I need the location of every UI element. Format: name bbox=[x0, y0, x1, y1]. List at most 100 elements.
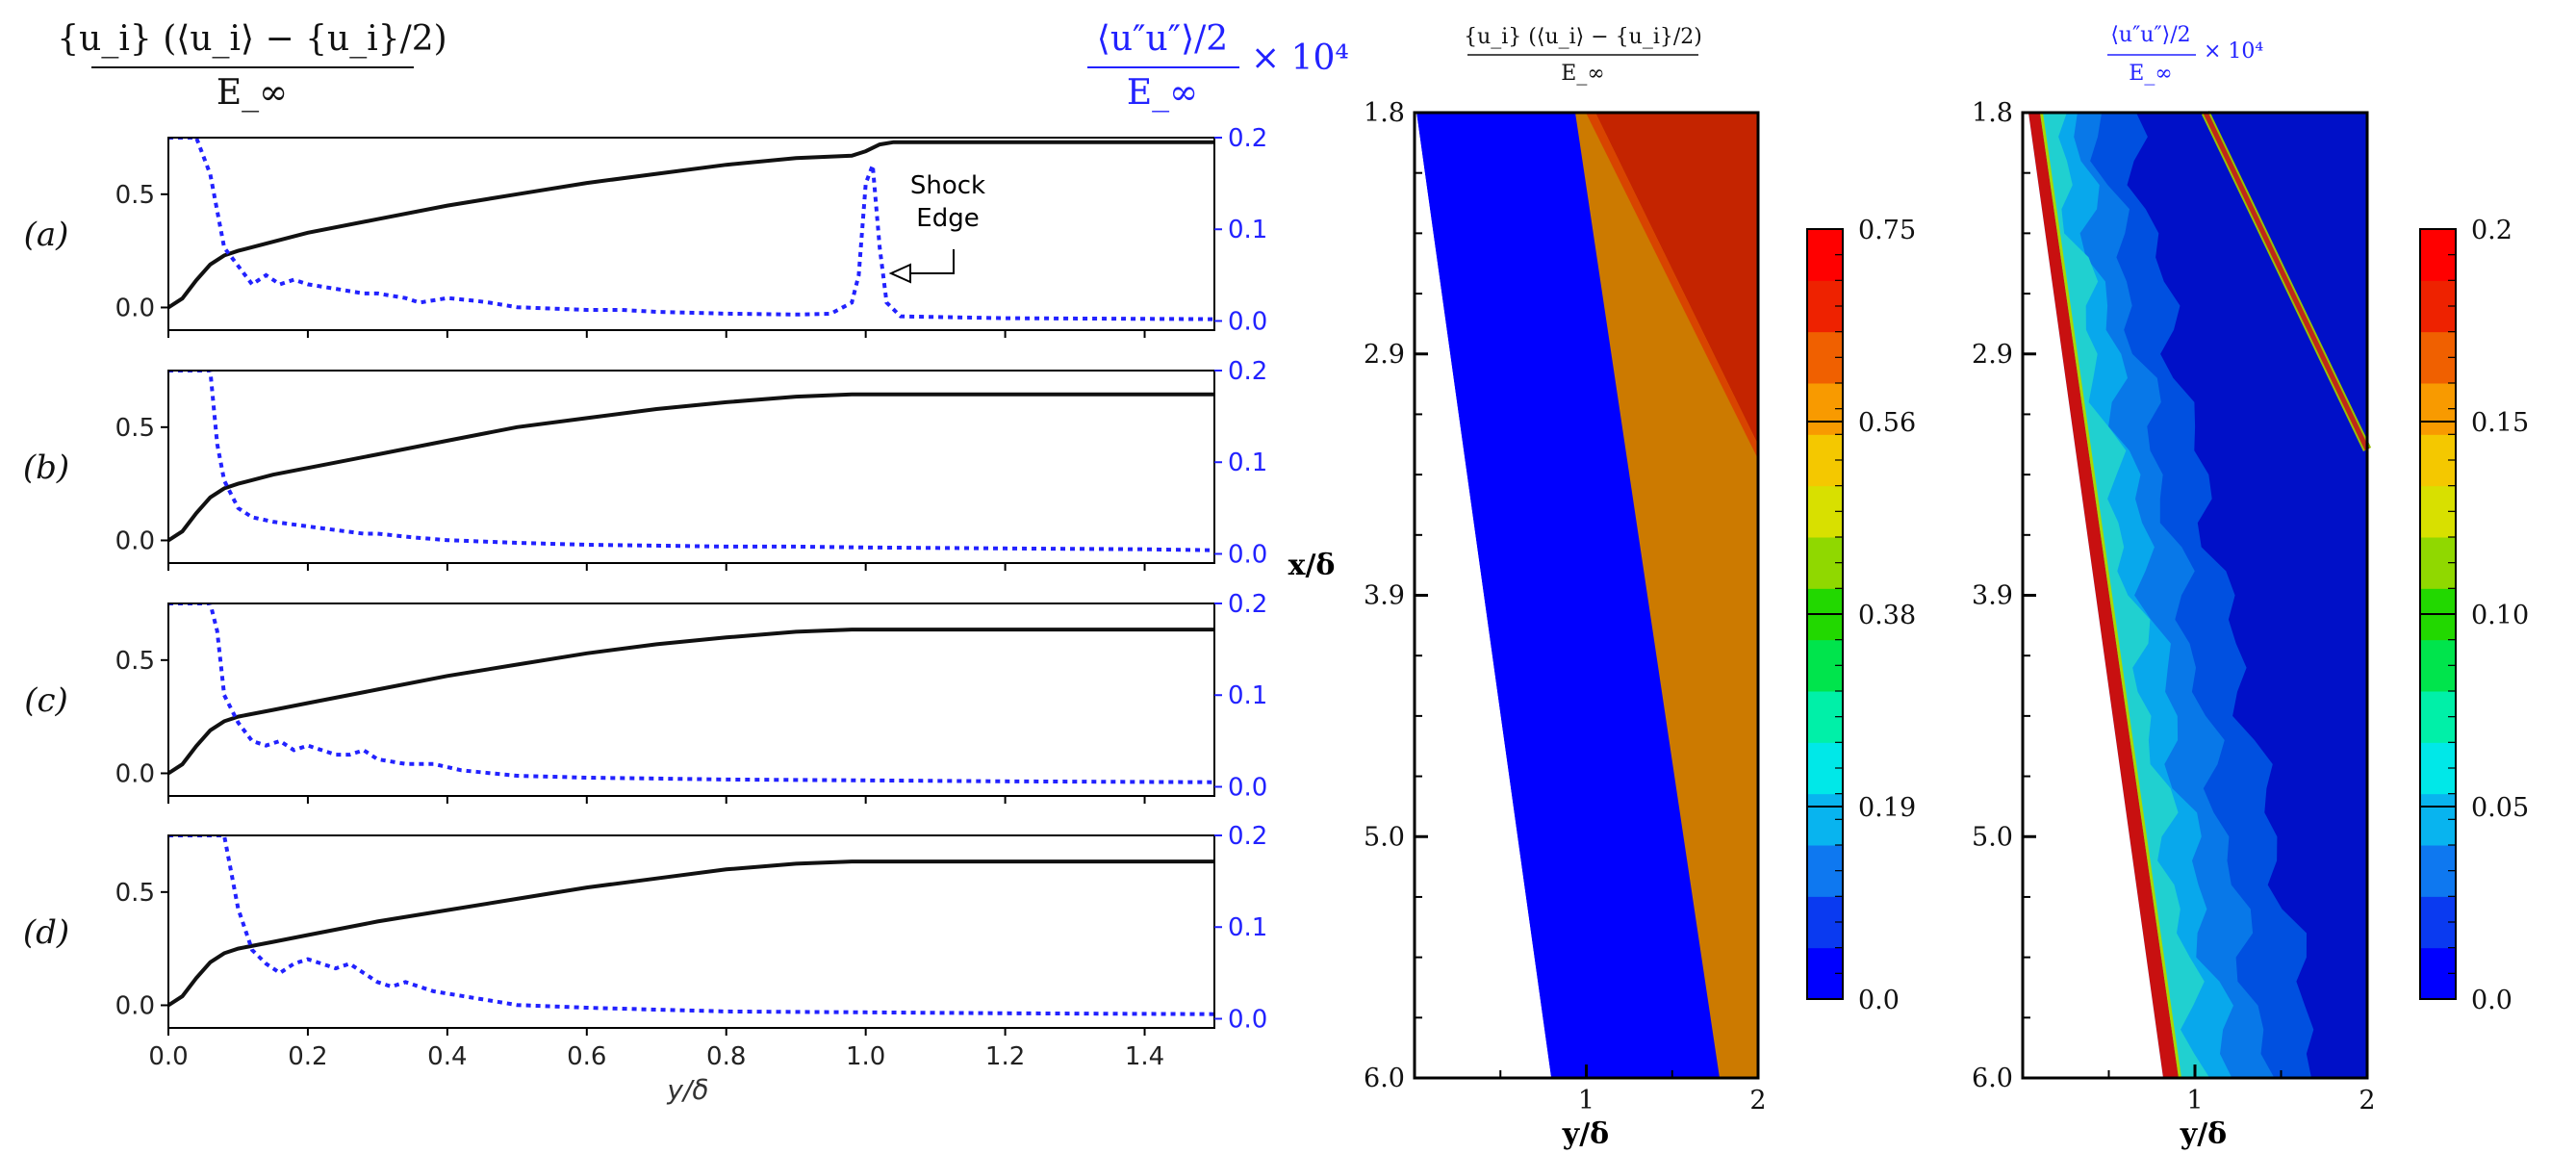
colorbar-tick-label: 0.75 bbox=[1858, 216, 1916, 245]
y-tick-label: 0.0 bbox=[115, 991, 155, 1020]
contour-1-field bbox=[1415, 113, 1758, 1078]
y-tick-label: 3.9 bbox=[1972, 581, 2013, 611]
contour-1: {u_i} (⟨u_i⟩ − {u_i}/2) E_∞ 1.8 2.9 3.9 5.0… bbox=[1288, 25, 1917, 1151]
y-tick-label: 0.0 bbox=[115, 294, 155, 322]
secondary-tick-label: 0.1 bbox=[1228, 681, 1267, 710]
secondary-tick-label: 0.2 bbox=[1228, 590, 1267, 619]
x-tick-label: 0.6 bbox=[567, 1042, 606, 1071]
x-tick-label: 1.4 bbox=[1125, 1042, 1164, 1071]
y-tick-label: 0.0 bbox=[115, 526, 155, 555]
annotation-arrow-line bbox=[910, 249, 955, 274]
contour-2-xlabel: y/δ bbox=[2180, 1117, 2227, 1151]
contour-blank-region bbox=[2023, 113, 2163, 1078]
x-tick-label: 1 bbox=[2186, 1086, 2203, 1116]
panel-frame bbox=[167, 137, 1215, 331]
secondary-tick-label: 0.0 bbox=[1228, 1005, 1267, 1034]
y-tick-label: 0.5 bbox=[115, 414, 155, 443]
y-tick-label: 0.0 bbox=[115, 759, 155, 788]
y-tick-label: 6.0 bbox=[1972, 1064, 2013, 1093]
contour-1-xlabel: y/δ bbox=[1562, 1117, 1609, 1151]
panel-3: 0.0 0.5 0.0 0.1 0.2 (c) bbox=[24, 590, 1267, 804]
colorbar-tick-label: 0.0 bbox=[1858, 986, 1900, 1015]
colorbar-tick-label: 0.15 bbox=[2471, 408, 2529, 438]
contour-band bbox=[2038, 113, 2210, 1078]
mean-series-line bbox=[168, 392, 1214, 543]
y-tick-label: 5.0 bbox=[1972, 822, 2013, 852]
x-tick-label: 0.8 bbox=[706, 1042, 746, 1071]
contour-2-title-denominator: E_∞ bbox=[2129, 62, 2172, 86]
left-secondary-numerator: ⟨u″u″⟩/2 bbox=[1097, 19, 1228, 59]
annotation-line-1: Shock bbox=[910, 171, 985, 200]
secondary-tick-label: 0.2 bbox=[1228, 124, 1267, 153]
y-tick-label: 3.9 bbox=[1364, 581, 1405, 611]
colorbar-tick-label: 0.05 bbox=[2471, 793, 2529, 823]
secondary-tick-label: 0.2 bbox=[1228, 357, 1267, 386]
mean-series-line bbox=[168, 140, 1214, 310]
contour-blank-region bbox=[1415, 113, 1551, 1078]
panel-frame bbox=[167, 603, 1215, 797]
panel-label: (c) bbox=[24, 681, 68, 720]
mean-series-line bbox=[168, 859, 1214, 1008]
contour-band-shock-edge bbox=[1586, 113, 1758, 459]
secondary-tick-label: 0.1 bbox=[1228, 216, 1267, 244]
secondary-tick-label: 0.0 bbox=[1228, 307, 1267, 336]
y-tick-label: 0.5 bbox=[115, 879, 155, 908]
contour-2-title-multiplier: × 10⁴ bbox=[2204, 39, 2263, 64]
contour-shock-line bbox=[2203, 111, 2370, 451]
left-secondary-header: ⟨u″u″⟩/2 E_∞ × 10⁴ bbox=[1087, 19, 1349, 113]
left-secondary-multiplier: × 10⁴ bbox=[1251, 38, 1349, 78]
x-tick-label: 2 bbox=[1749, 1086, 1766, 1116]
left-secondary-denominator: E_∞ bbox=[1127, 73, 1198, 113]
left-primary-numerator: {u_i} (⟨u_i⟩ − {u_i}/2) bbox=[57, 19, 446, 59]
contour-2-field bbox=[2023, 111, 2372, 1078]
annotation-arrow-head bbox=[888, 263, 911, 284]
secondary-tick-label: 0.1 bbox=[1228, 913, 1267, 942]
colorbar-tick-label: 0.38 bbox=[1858, 601, 1916, 630]
x-tick-label: 1 bbox=[1578, 1086, 1594, 1116]
annotation-line-2: Edge bbox=[916, 204, 979, 233]
panel-frame bbox=[167, 370, 1215, 564]
left-panels: 0.00.50.00.10.2(a)ShockEdge0.00.50.00.10… bbox=[23, 124, 1268, 1071]
contour-wall-strip bbox=[2028, 113, 2179, 1078]
y-tick-label: 1.8 bbox=[1972, 98, 2013, 128]
turbulent-series-line bbox=[168, 138, 1214, 321]
y-tick-label: 2.9 bbox=[1972, 340, 2013, 370]
y-tick-label: 2.9 bbox=[1364, 340, 1405, 370]
contour-2-title: ⟨u″u″⟩/2 E_∞ × 10⁴ bbox=[2107, 23, 2263, 86]
panel-4: 0.0 0.5 0.0 0.1 0.2 0.0 0.2 0.4 0.6 0.8 1.0 1.2 1.4 (… bbox=[23, 822, 1268, 1071]
colorbar-2: 0.2 0.15 0.10 0.05 0.0 bbox=[2419, 216, 2529, 1015]
x-tick-label: 0.2 bbox=[288, 1042, 327, 1071]
panel-label: (a) bbox=[24, 216, 69, 254]
panel-1: 0.0 0.5 0.0 0.1 0.2 (a) Shock Edge bbox=[24, 124, 1267, 338]
contour-1-ylabel: x/δ bbox=[1288, 549, 1336, 582]
contour-2-title-numerator: ⟨u″u″⟩/2 bbox=[2110, 23, 2190, 47]
turbulent-series-line bbox=[168, 371, 1214, 552]
left-primary-denominator: E_∞ bbox=[217, 73, 288, 113]
x-tick-label: 0.4 bbox=[427, 1042, 467, 1071]
panel-2: 0.0 0.5 0.0 0.1 0.2 (b) bbox=[23, 357, 1267, 571]
contour-wall-strip-edge bbox=[2040, 113, 2181, 1078]
x-tick-label: 0.0 bbox=[148, 1042, 188, 1071]
secondary-tick-label: 0.0 bbox=[1228, 540, 1267, 569]
y-tick-label: 0.5 bbox=[115, 181, 155, 210]
turbulent-series-line bbox=[168, 603, 1214, 784]
x-tick-label: 1.2 bbox=[985, 1042, 1025, 1071]
contour-1-title-numerator: {u_i} (⟨u_i⟩ − {u_i}/2) bbox=[1464, 25, 1702, 49]
x-tick-label: 2 bbox=[2359, 1086, 2375, 1116]
colorbar-tick-label: 0.56 bbox=[1858, 408, 1916, 438]
panel-frame bbox=[167, 834, 1215, 1029]
contour-1-axes: 1.8 2.9 3.9 5.0 6.0 1 2 bbox=[1364, 98, 1767, 1116]
contour-1-title: {u_i} (⟨u_i⟩ − {u_i}/2) E_∞ bbox=[1464, 25, 1702, 86]
y-tick-label: 0.5 bbox=[115, 647, 155, 676]
contour-2: ⟨u″u″⟩/2 E_∞ × 10⁴ 1.8 2.9 3.9 5.0 6.0 1 2 y/δ… bbox=[1972, 23, 2529, 1151]
y-tick-label: 1.8 bbox=[1364, 98, 1405, 128]
colorbar-1: 0.75 0.56 0.38 0.19 0.0 bbox=[1806, 216, 1916, 1015]
contour-1-title-denominator: E_∞ bbox=[1561, 62, 1604, 86]
left-xlabel: y/δ bbox=[666, 1074, 708, 1106]
secondary-tick-label: 0.0 bbox=[1228, 773, 1267, 802]
y-tick-label: 6.0 bbox=[1364, 1064, 1405, 1093]
x-tick-label: 1.0 bbox=[846, 1042, 885, 1071]
secondary-tick-label: 0.1 bbox=[1228, 449, 1267, 477]
panel-label: (d) bbox=[23, 913, 69, 952]
